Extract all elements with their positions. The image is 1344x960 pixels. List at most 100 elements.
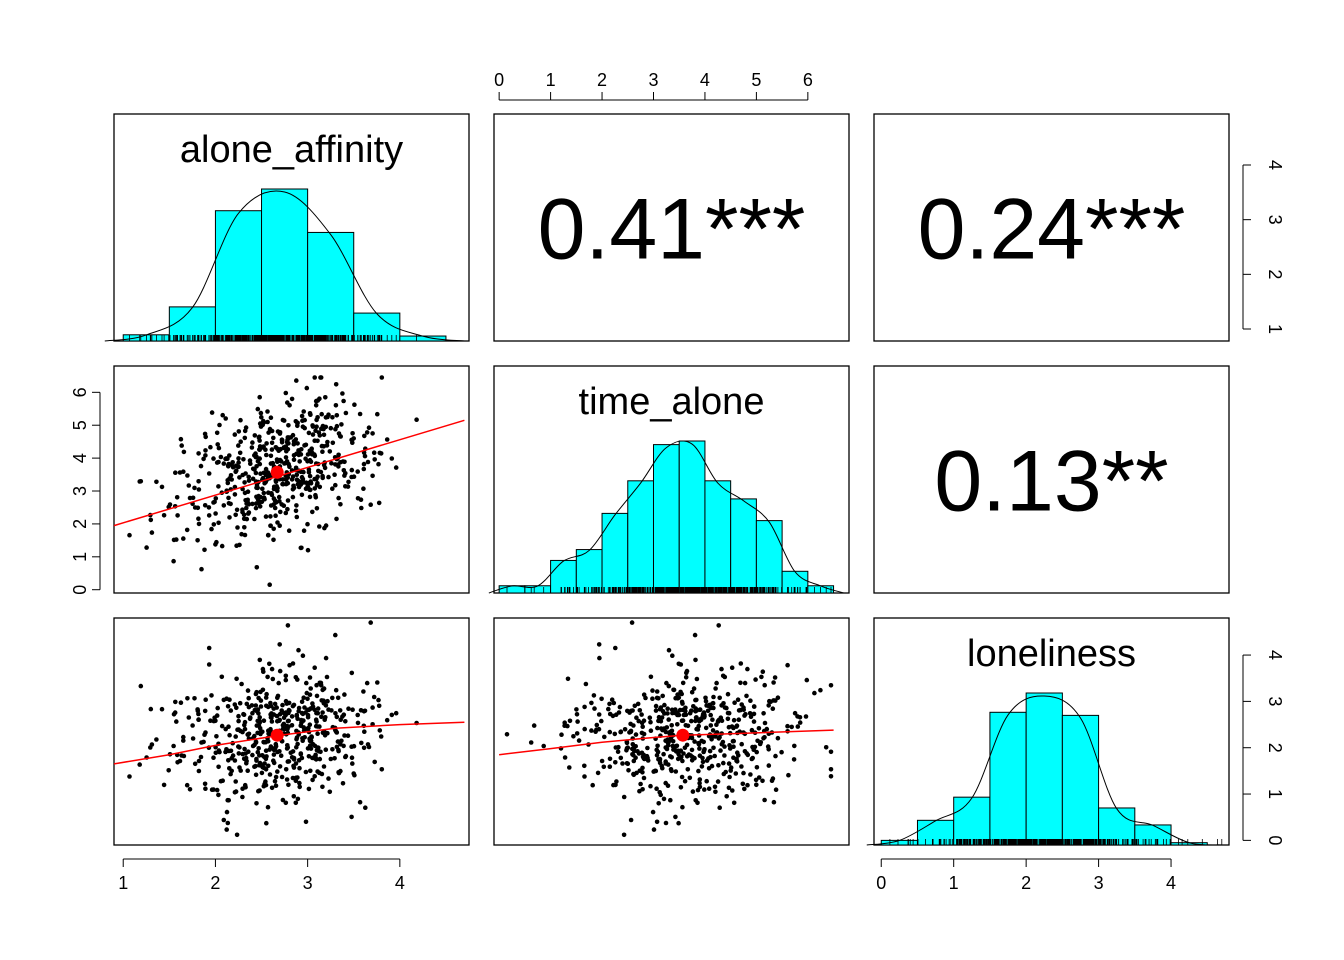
scatter-point bbox=[607, 729, 613, 735]
scatter-point bbox=[769, 778, 775, 783]
scatter-point bbox=[252, 707, 258, 713]
bottom-axis-loneliness-tick-label: 2 bbox=[1021, 873, 1031, 893]
scatter-point bbox=[828, 767, 834, 772]
scatter-point bbox=[693, 706, 699, 711]
scatter-point bbox=[770, 706, 776, 711]
scatter-point bbox=[729, 724, 735, 729]
mean-point-alone_affinity__loneliness bbox=[270, 728, 284, 742]
scatter-point bbox=[358, 497, 364, 503]
scatter-point bbox=[279, 774, 285, 780]
scatter-point bbox=[314, 682, 319, 688]
scatter-point bbox=[271, 526, 277, 532]
scatter-point bbox=[252, 742, 257, 748]
left-axis-time-alone-tick-label: 4 bbox=[70, 453, 90, 463]
scatter-point bbox=[252, 764, 257, 769]
scatter-point bbox=[326, 474, 331, 480]
scatter-point bbox=[280, 723, 286, 728]
scatter-point bbox=[278, 509, 283, 515]
scatter-point bbox=[567, 718, 573, 724]
scatter-point bbox=[684, 742, 690, 748]
scatter-point bbox=[305, 452, 311, 457]
scatter-point bbox=[305, 696, 310, 702]
scatter-point bbox=[264, 452, 269, 458]
scatter-point bbox=[712, 784, 718, 790]
scatter-point bbox=[302, 443, 307, 448]
scatter-point bbox=[279, 437, 285, 443]
scatter-point bbox=[305, 726, 311, 731]
scatter-point bbox=[313, 717, 319, 722]
scatter-point bbox=[349, 670, 355, 676]
scatter-point bbox=[297, 765, 302, 771]
scatter-point bbox=[271, 496, 277, 501]
scatter-point bbox=[277, 430, 283, 435]
scatter-point bbox=[225, 820, 231, 826]
scatter-point bbox=[749, 727, 755, 733]
scatter-point bbox=[333, 403, 339, 408]
bottom-axis-loneliness-tick-label: 3 bbox=[1094, 873, 1104, 893]
scatter-point bbox=[138, 683, 144, 689]
scatter-point bbox=[351, 743, 357, 749]
scatter-point bbox=[286, 718, 292, 724]
scatter-point bbox=[258, 471, 263, 477]
scatter-point bbox=[785, 662, 790, 668]
scatter-point bbox=[705, 708, 711, 714]
scatter-point bbox=[256, 746, 262, 751]
scatter-point bbox=[599, 718, 604, 724]
scatter-point bbox=[732, 700, 737, 705]
scatter-point bbox=[198, 754, 204, 760]
scatter-point bbox=[286, 707, 292, 713]
scatter-point bbox=[343, 754, 348, 760]
scatter-point bbox=[299, 413, 305, 419]
hist-bar-time_alone-10 bbox=[755, 520, 783, 594]
scatter-point bbox=[668, 754, 673, 759]
hist-bar-alone_affinity-3 bbox=[261, 188, 309, 342]
scatter-point bbox=[258, 410, 264, 416]
scatter-point bbox=[722, 705, 728, 710]
scatter-point bbox=[283, 767, 289, 772]
right-axis-alone-affinity-tick-label: 1 bbox=[1265, 324, 1285, 334]
scatter-point bbox=[318, 680, 324, 686]
scatter-point bbox=[630, 742, 636, 747]
scatter-point bbox=[377, 450, 383, 456]
hist-bar-alone_affinity-6 bbox=[399, 335, 447, 342]
scatter-point bbox=[294, 472, 300, 478]
scatter-point bbox=[370, 431, 375, 436]
scatter-point bbox=[246, 704, 252, 710]
scatter-point bbox=[263, 514, 269, 519]
scatter-point bbox=[276, 494, 282, 500]
scatter-point bbox=[241, 457, 246, 462]
scatter-point bbox=[227, 732, 232, 738]
scatter-point bbox=[294, 745, 299, 750]
scatter-point bbox=[236, 456, 241, 461]
panel-frame-1-2 bbox=[873, 365, 1230, 594]
scatter-point bbox=[771, 680, 776, 685]
scatter-point bbox=[640, 724, 645, 729]
scatter-point bbox=[246, 731, 252, 737]
scatter-point bbox=[328, 756, 334, 762]
scatter-point bbox=[661, 796, 667, 802]
scatter-point bbox=[242, 719, 248, 725]
scatter-point bbox=[654, 819, 660, 825]
scatter-point bbox=[709, 737, 714, 742]
scatter-point bbox=[287, 403, 292, 408]
scatter-point bbox=[264, 754, 269, 759]
scatter-point bbox=[271, 758, 276, 763]
scatter-point bbox=[740, 781, 746, 787]
scatter-point bbox=[745, 782, 750, 788]
right-axis-alone-affinity-tick-label: 2 bbox=[1265, 269, 1285, 279]
scatter-point bbox=[262, 761, 267, 766]
scatter-point bbox=[762, 682, 767, 688]
scatter-point bbox=[293, 778, 299, 784]
scatter-point bbox=[791, 757, 797, 762]
scatter-point bbox=[792, 743, 797, 749]
scatter-point bbox=[269, 440, 275, 446]
scatter-point bbox=[639, 712, 644, 717]
scatter-point bbox=[594, 722, 600, 728]
scatter-point bbox=[313, 723, 319, 729]
scatter-point bbox=[263, 695, 269, 700]
scatter-point bbox=[308, 686, 314, 691]
scatter-point bbox=[217, 422, 222, 428]
scatter-point bbox=[596, 712, 602, 717]
scatter-point bbox=[220, 778, 225, 783]
scatter-point bbox=[295, 482, 301, 487]
